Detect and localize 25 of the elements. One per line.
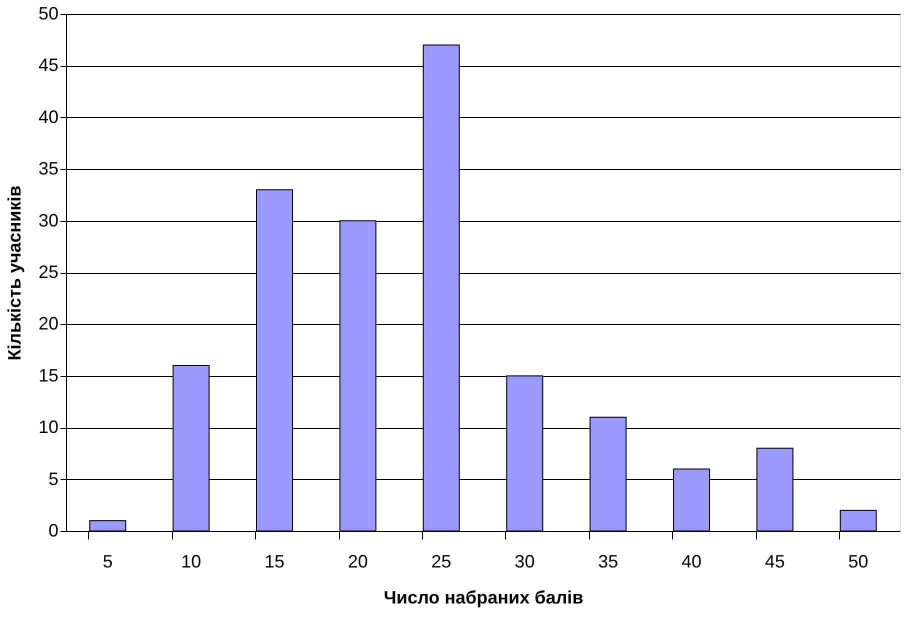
y-tick-label: 15 [38, 365, 58, 386]
x-axis-title: Число набраних балів [384, 588, 584, 608]
x-tick-label: 35 [598, 552, 618, 572]
x-tick-label: 45 [764, 552, 785, 572]
y-tick-label: 5 [48, 468, 58, 489]
y-tick-label: 20 [38, 314, 58, 334]
y-axis-title: Кількість учасників [4, 186, 24, 360]
bar [89, 520, 126, 532]
y-tick-label: 10 [38, 417, 58, 438]
x-tick-label: 10 [181, 552, 202, 572]
x-tick-label: 20 [348, 552, 368, 572]
x-tick-label: 50 [848, 552, 868, 572]
y-tick-label: 45 [38, 55, 58, 76]
y-tick-label: 25 [38, 262, 58, 282]
x-tick-label: 15 [264, 552, 285, 572]
y-tick-label: 30 [38, 210, 58, 230]
y-tick-label: 40 [38, 106, 58, 127]
y-tick-label: 50 [38, 4, 58, 24]
x-tick-label: 25 [431, 552, 452, 572]
y-tick-label: 0 [48, 520, 58, 540]
x-tick-label: 40 [681, 552, 702, 572]
bar [840, 510, 877, 532]
y-tick-label: 35 [38, 158, 58, 179]
x-tick-label: 5 [102, 552, 113, 572]
x-tick-label: 30 [514, 552, 535, 572]
